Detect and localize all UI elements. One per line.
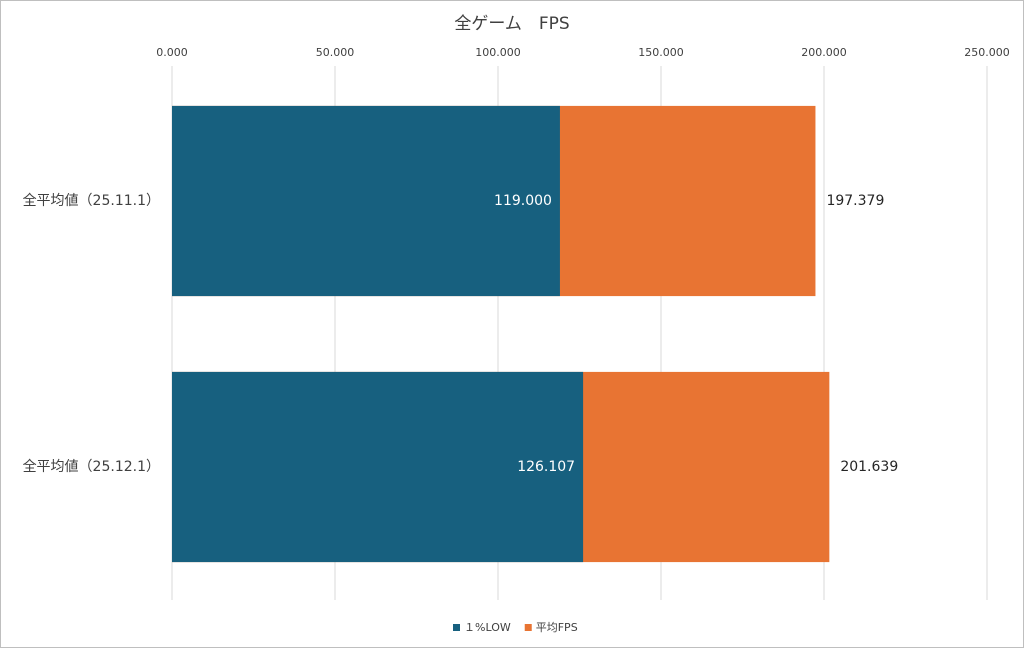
bar [172,371,584,563]
data-label: 119.000 [494,193,552,209]
x-tick-label: 200.000 [801,46,847,59]
legend-label: 平均FPS [536,621,578,634]
x-tick-label: 150.000 [638,46,684,59]
legend-swatch [524,624,532,631]
x-tick-label: 100.000 [475,46,521,59]
data-label: 201.639 [840,459,898,475]
legend-label: １%LOW [464,621,511,634]
x-tick-label: 50.000 [316,46,355,59]
bar [172,105,560,297]
x-tick-label: 250.000 [964,46,1010,59]
data-label: 197.379 [826,193,884,209]
y-tick-label: 全平均値（25.11.1） [23,192,160,209]
legend-swatch [453,624,460,631]
x-tick-label: 0.000 [156,46,188,59]
data-label: 126.107 [517,459,575,475]
chart-title: 全ゲーム FPS [454,14,569,34]
y-tick-label: 全平均値（25.12.1） [23,458,160,475]
